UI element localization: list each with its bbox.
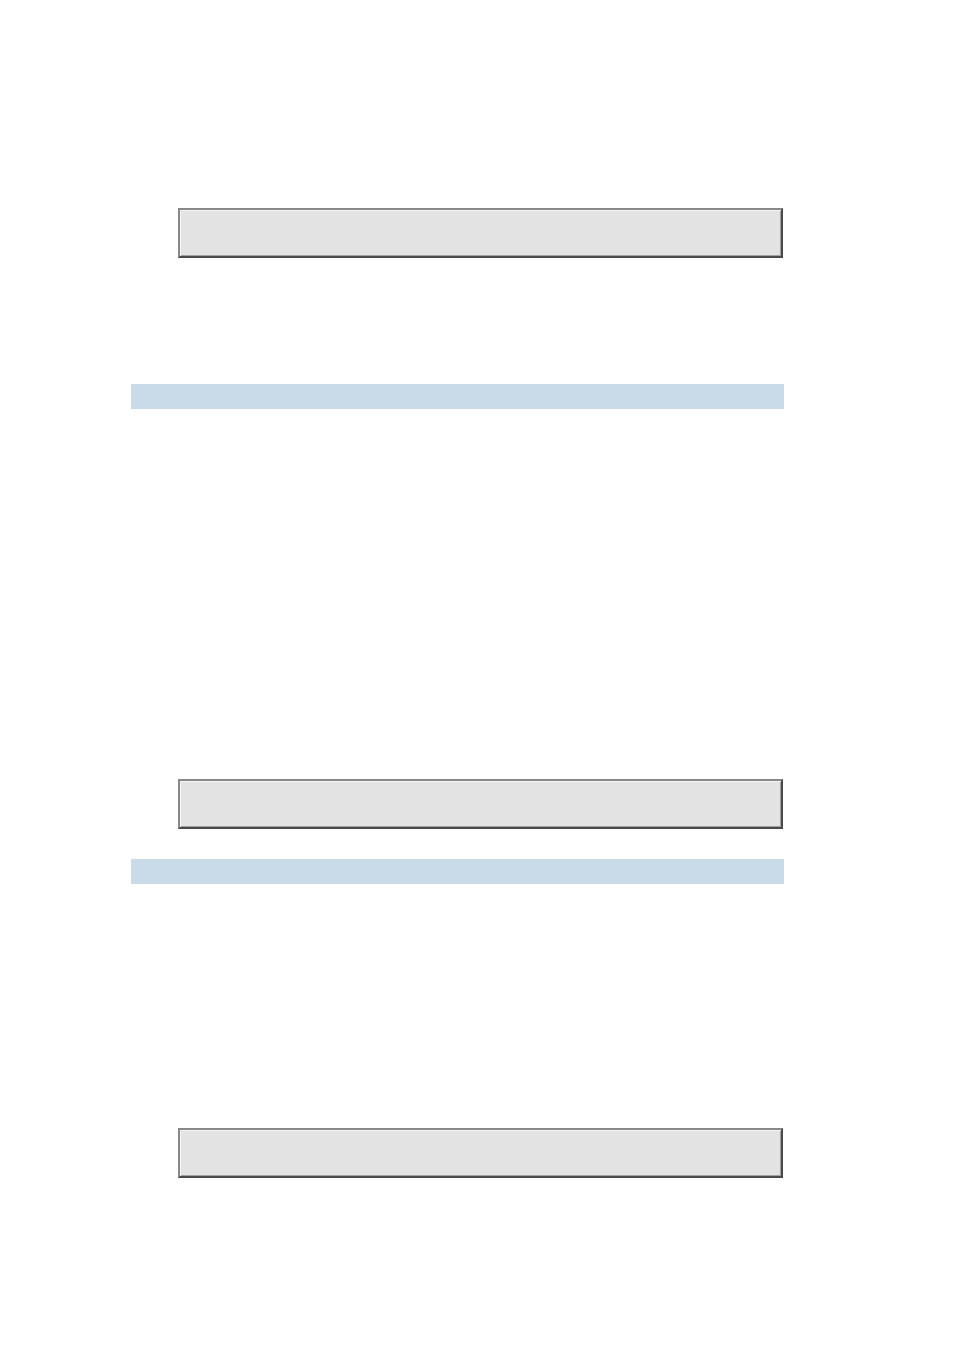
panel-box-3 bbox=[178, 1128, 783, 1178]
highlight-bar-1 bbox=[131, 384, 784, 409]
page-container bbox=[0, 0, 954, 1350]
panel-box-1 bbox=[178, 208, 783, 258]
panel-box-2 bbox=[178, 779, 783, 829]
highlight-bar-2 bbox=[131, 859, 784, 884]
